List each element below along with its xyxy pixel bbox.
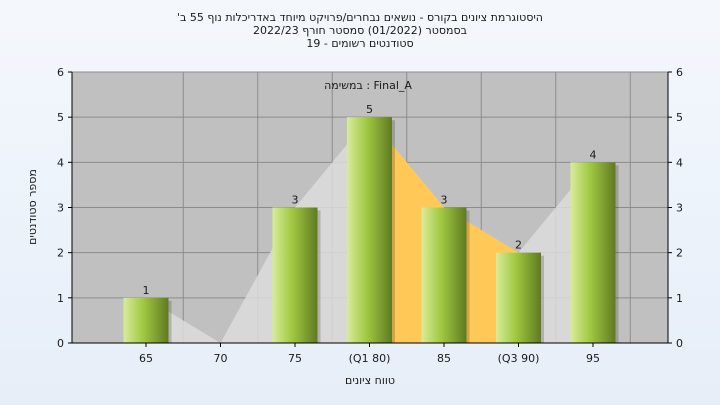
chart-title-line-1: 'היסטוגרמת ציונים בקורס - נושאים נבחרים/… <box>177 11 543 24</box>
bar-85 <box>421 207 467 343</box>
chart-title-line-3: סטודנטים רשומים - 19 <box>306 37 413 50</box>
y-axis-left-ticks: 0 1 2 3 4 5 6 <box>57 66 72 350</box>
chart-title-line-2: בסמסטר (01/2022) סמסטר חורף 2022/23 <box>253 24 467 37</box>
y-tick-label-right: 6 <box>676 66 683 79</box>
y-tick-label-right: 1 <box>676 292 683 305</box>
y-tick-label-right: 0 <box>676 337 683 350</box>
y-tick-label-left: 4 <box>57 156 64 169</box>
x-tick-label: 85 <box>437 352 451 365</box>
y-tick-label-right: 5 <box>676 111 683 124</box>
value-labels: 1 3 5 3 2 4 <box>143 103 597 297</box>
bar-(Q1 80) <box>347 117 392 344</box>
series-label: במשימה : Final_A <box>324 79 412 92</box>
y-axis-title: מספר סטודנטים <box>26 169 39 245</box>
y-tick-label-right: 2 <box>676 247 683 260</box>
bars <box>123 117 619 344</box>
y-axis-right-ticks: 0 1 2 3 4 5 6 <box>668 66 683 350</box>
bar-value-label: 3 <box>441 194 448 207</box>
bar-value-label: 5 <box>366 103 373 116</box>
bar-value-label: 2 <box>515 239 522 252</box>
x-tick-label: (Q1 80) <box>349 352 391 365</box>
y-tick-label-right: 4 <box>676 156 683 169</box>
y-tick-label-left: 0 <box>57 337 64 350</box>
y-tick-label-left: 6 <box>57 66 64 79</box>
y-tick-label-left: 2 <box>57 247 64 260</box>
x-tick-label: 65 <box>139 352 153 365</box>
y-tick-label-left: 1 <box>57 292 64 305</box>
x-tick-label: 95 <box>586 352 600 365</box>
x-tick-label: 70 <box>214 352 228 365</box>
y-tick-label-left: 3 <box>57 202 64 215</box>
x-axis-ticks: 65 70 75 (Q1 80) 85 (Q3 90) 95 <box>139 343 600 365</box>
x-axis-title: טווח ציונים <box>345 374 395 387</box>
bar-(Q3 90) <box>496 252 541 343</box>
bar-95 <box>570 162 616 343</box>
bar-value-label: 4 <box>590 148 597 161</box>
x-tick-label: (Q3 90) <box>498 352 540 365</box>
y-tick-label-left: 5 <box>57 111 64 124</box>
bar-65 <box>123 297 169 343</box>
y-tick-label-right: 3 <box>676 202 683 215</box>
bar-value-label: 3 <box>292 194 299 207</box>
bar-75 <box>272 207 318 343</box>
x-tick-label: 75 <box>288 352 302 365</box>
bar-value-label: 1 <box>143 284 150 297</box>
